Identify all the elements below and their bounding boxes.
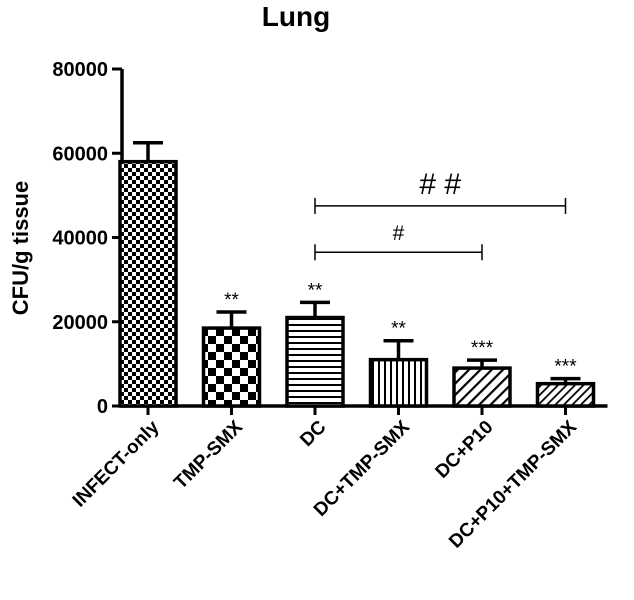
x-tick-label: DC <box>296 416 330 450</box>
y-tick-label: 60000 <box>52 143 108 165</box>
bar-tmp-smx <box>201 326 262 408</box>
bars <box>118 159 596 408</box>
bar-dc <box>285 315 345 408</box>
y-axis-label: CFU/g tissue <box>8 181 33 315</box>
bar-infect-only <box>118 159 178 408</box>
significance-label: ** <box>224 290 239 311</box>
axes <box>120 69 608 408</box>
chart-title: Lung <box>262 1 330 32</box>
y-tick-label: 80000 <box>52 59 108 81</box>
significance-label: ** <box>308 280 323 301</box>
significance-marks: ** ********** <box>224 280 577 377</box>
error-bars <box>133 140 581 384</box>
comparison-brackets: # # # <box>314 168 567 261</box>
x-tick-label: INFECT-only <box>69 416 164 511</box>
y-tick-label: 40000 <box>52 228 108 250</box>
comparison-label: # # <box>419 168 461 201</box>
x-tick-label: TMP-SMX <box>170 416 247 493</box>
significance-label: ** <box>391 319 406 340</box>
y-tick-label: 20000 <box>52 312 108 334</box>
x-tick-label: DC+P10 <box>432 417 498 483</box>
y-ticks: 0 20000 40000 60000 80000 <box>52 59 122 418</box>
significance-label: *** <box>471 338 494 359</box>
significance-label: *** <box>554 357 577 378</box>
bar-dc-p10-tmp-smx <box>535 381 596 408</box>
bar-dc-tmp-smx <box>368 357 429 408</box>
y-tick-label: 0 <box>97 396 108 418</box>
bar-dc-p10 <box>452 366 512 408</box>
comparison-label: # <box>393 222 405 245</box>
